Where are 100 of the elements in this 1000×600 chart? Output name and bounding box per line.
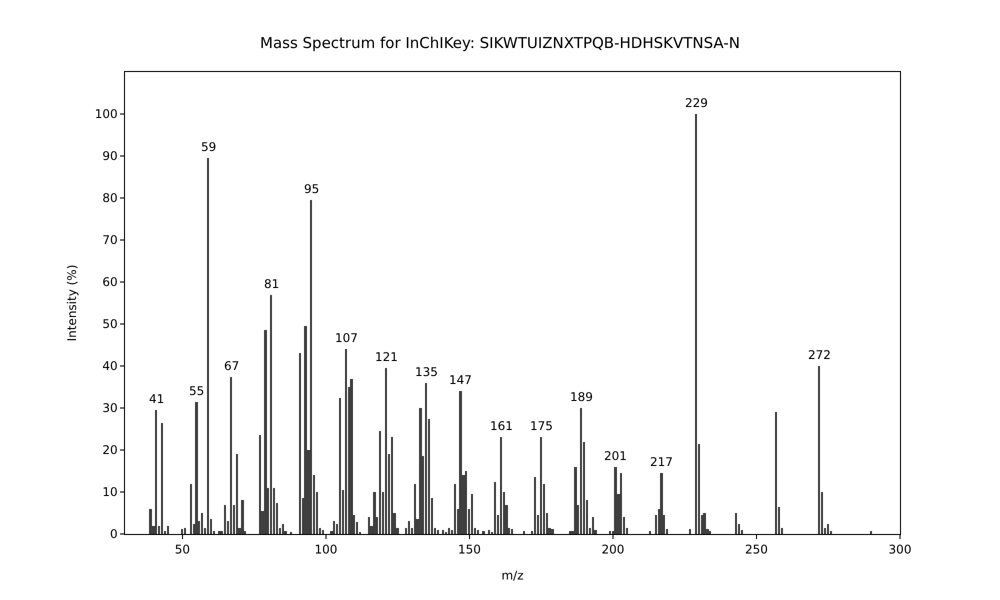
- bar: [414, 484, 416, 534]
- bar: [660, 473, 663, 534]
- bar: [870, 531, 872, 534]
- bar: [241, 500, 244, 534]
- bar: [167, 526, 169, 534]
- annotation: 189: [570, 390, 593, 404]
- bar: [818, 366, 820, 534]
- y-tick-label: 50: [102, 317, 118, 332]
- annotation: 121: [375, 350, 398, 364]
- annotation: 41: [149, 392, 164, 406]
- bar: [310, 200, 312, 534]
- bar: [282, 524, 284, 534]
- x-tick-label: 50: [174, 542, 190, 556]
- y-tick-label: 40: [102, 359, 118, 374]
- bar: [230, 377, 232, 534]
- y-tick-label: 60: [102, 275, 118, 290]
- x-tick-label: 100: [314, 542, 338, 556]
- annotation: 272: [808, 348, 831, 362]
- bar: [488, 530, 490, 534]
- bar: [155, 410, 157, 534]
- annotation: 161: [490, 419, 513, 433]
- bar: [500, 437, 502, 534]
- bar: [425, 383, 427, 534]
- bar: [775, 412, 777, 534]
- y-tick-label: 10: [102, 485, 118, 500]
- chart-title: Mass Spectrum for InChIKey: SIKWTUIZNXTPQB-HDHSKVTNSA-N: [260, 34, 740, 52]
- y-tick-label: 80: [102, 191, 118, 206]
- bar: [471, 494, 473, 534]
- x-axis-title: m/z: [501, 568, 524, 582]
- annotation: 81: [264, 277, 280, 291]
- annotation: 175: [530, 419, 553, 433]
- annotation: 135: [415, 365, 438, 379]
- bar: [195, 402, 198, 534]
- bar: [368, 517, 370, 534]
- bar: [442, 530, 444, 534]
- x-tick-label: 150: [458, 542, 481, 556]
- annotation: 67: [224, 359, 240, 373]
- bar: [459, 391, 462, 534]
- bar: [350, 379, 353, 534]
- bar: [477, 530, 479, 534]
- annotation: 229: [685, 96, 708, 110]
- annotation: 59: [201, 140, 216, 154]
- bar: [620, 473, 622, 534]
- annotation: 147: [449, 373, 472, 387]
- x-tick-label: 250: [745, 542, 768, 556]
- y-tick-label: 30: [102, 401, 118, 416]
- bar: [259, 435, 261, 534]
- bar: [391, 437, 393, 534]
- bar: [695, 114, 697, 534]
- bar: [592, 517, 594, 534]
- bar: [264, 330, 267, 534]
- bar: [649, 531, 651, 534]
- bar: [580, 408, 582, 534]
- bar: [201, 513, 203, 534]
- bar: [333, 521, 335, 534]
- bar: [419, 408, 422, 534]
- bar: [494, 482, 496, 534]
- annotation: 201: [604, 449, 627, 463]
- bar: [437, 530, 439, 534]
- bar: [207, 158, 209, 534]
- bar: [614, 467, 617, 534]
- bar: [569, 531, 571, 534]
- bar: [574, 467, 577, 534]
- y-tick-label: 90: [102, 149, 118, 164]
- bar: [218, 531, 221, 534]
- bar: [827, 524, 829, 534]
- y-tick-label: 70: [102, 233, 118, 248]
- bar: [184, 528, 186, 534]
- bar: [322, 530, 324, 534]
- bar: [345, 349, 347, 534]
- bar: [304, 326, 307, 534]
- annotation: 107: [335, 331, 358, 345]
- bar: [534, 477, 536, 534]
- bar: [523, 531, 525, 534]
- y-tick-label: 20: [102, 443, 118, 458]
- bar: [609, 531, 611, 534]
- bar: [408, 521, 410, 534]
- y-axis-title: Intensity (%): [64, 264, 79, 342]
- bar: [551, 529, 554, 534]
- annotation: 95: [304, 182, 320, 196]
- annotation: 55: [189, 384, 204, 398]
- bar: [190, 484, 192, 534]
- y-tick-label: 0: [110, 527, 118, 542]
- bar: [482, 531, 485, 534]
- bar: [373, 492, 376, 534]
- y-tick-label: 100: [94, 107, 118, 122]
- annotation: 217: [650, 455, 673, 469]
- bar: [385, 368, 387, 534]
- bar: [379, 431, 381, 534]
- bar: [224, 505, 226, 534]
- bar: [703, 513, 706, 534]
- bar: [149, 509, 152, 534]
- bar: [161, 423, 163, 534]
- bar: [454, 484, 456, 534]
- bar: [339, 398, 341, 534]
- bar: [299, 353, 301, 534]
- x-tick-label: 300: [888, 542, 912, 556]
- x-tick-label: 200: [602, 542, 624, 556]
- bar: [236, 454, 238, 534]
- bar: [735, 513, 737, 534]
